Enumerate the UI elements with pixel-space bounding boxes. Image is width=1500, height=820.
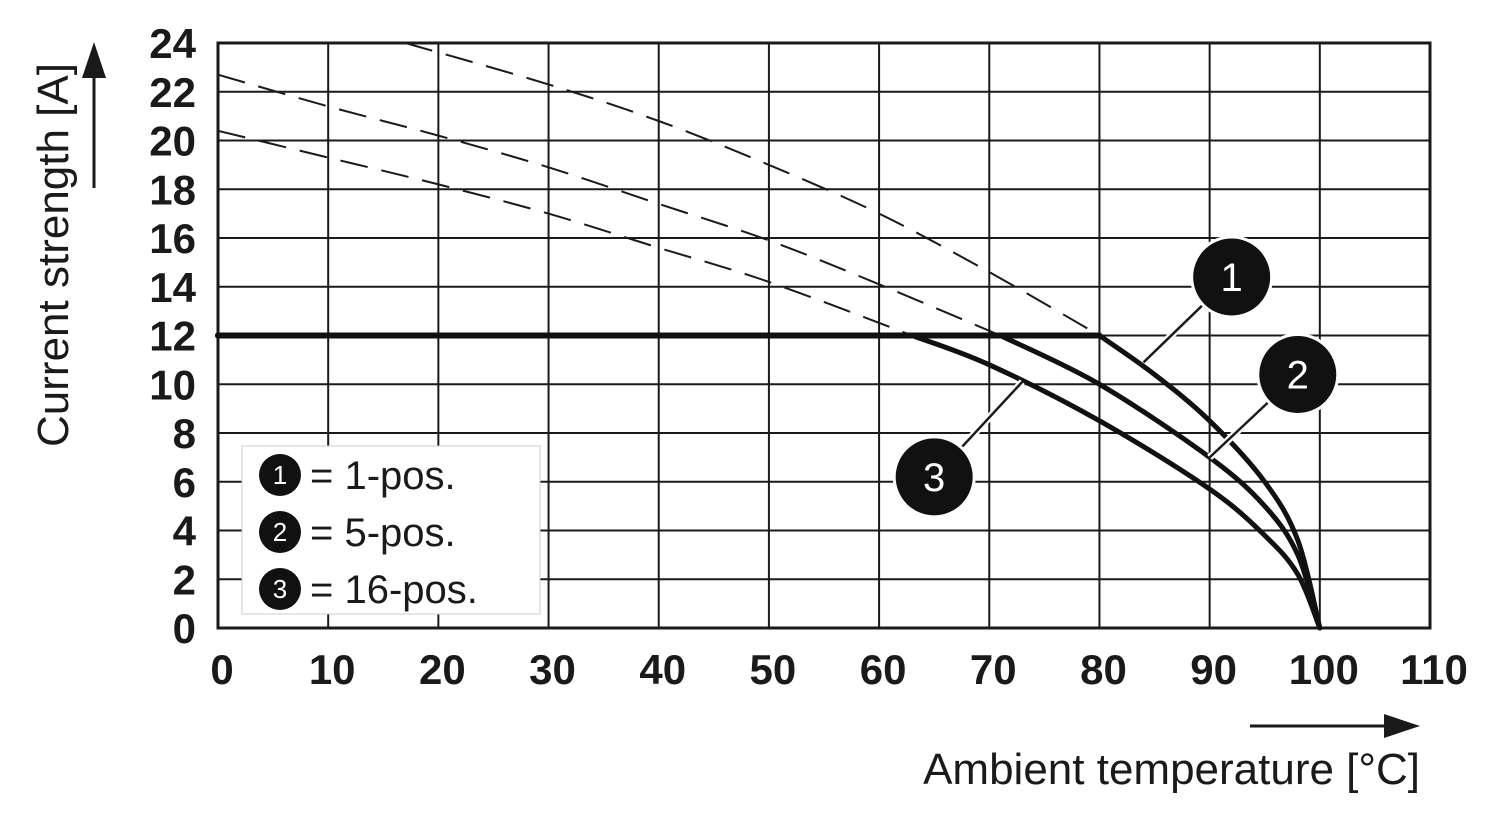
legend-entry-2: = 5-pos. (310, 511, 456, 555)
y-tick-label: 18 (149, 166, 196, 213)
x-tick-label: 20 (419, 646, 466, 693)
series-curve-2 (997, 333, 1323, 631)
x-tick-label: 70 (970, 646, 1017, 693)
series-curve-1 (1097, 333, 1323, 631)
legend-badge-3 (259, 568, 301, 610)
y-tick-label: 20 (149, 118, 196, 165)
x-tick-label: 90 (1190, 646, 1237, 693)
legend-badge-label-1: 1 (273, 460, 287, 490)
annotation-leader-1 (1142, 303, 1204, 364)
x-tick-label: 110 (1400, 646, 1468, 693)
annotation-badge-label-3: 3 (923, 456, 945, 500)
annotation-badge-2 (1256, 333, 1340, 416)
x-tick-label: 0 (210, 646, 233, 693)
x-tick-label: 60 (860, 646, 907, 693)
x-tick-label: 100 (1289, 646, 1359, 693)
dashed-extension-1 (405, 42, 1100, 337)
y-tick-label: 2 (173, 556, 196, 603)
y-tick-label: 10 (149, 361, 196, 408)
annotation-badge-label-2: 2 (1287, 354, 1309, 398)
y-tick-label: 0 (173, 605, 196, 652)
x-axis-arrow-head (1384, 714, 1420, 738)
y-tick-label: 8 (173, 410, 196, 457)
legend-entry-3: = 16-pos. (310, 568, 478, 612)
y-tick-label: 16 (149, 215, 196, 262)
y-axis-label: Current strength [A] (29, 63, 78, 447)
y-tick-label: 24 (149, 20, 196, 67)
y-tick-label: 22 (149, 69, 196, 116)
x-tick-label: 80 (1080, 646, 1127, 693)
y-tick-label: 4 (173, 508, 197, 555)
legend-badge-label-2: 2 (273, 517, 287, 547)
annotation-badge-1 (1190, 235, 1274, 319)
x-tick-labels: 0 10 20 30 40 50 60 70 80 90 100 110 (210, 646, 1468, 693)
legend-badge-2 (259, 511, 301, 553)
x-tick-label: 40 (639, 646, 686, 693)
annotation-leader-2 (1208, 400, 1270, 459)
grid (216, 41, 1432, 630)
dashed-extension-3 (217, 129, 913, 337)
y-tick-label: 12 (149, 313, 196, 360)
legend-badge-label-3: 3 (273, 574, 287, 604)
x-axis-title: Ambient temperature [°C] (923, 714, 1420, 794)
y-tick-label: 6 (173, 459, 196, 506)
legend: 1 = 1-pos. 2 = 5-pos. 3 = 16-pos. (241, 445, 541, 615)
y-axis-title: Current strength [A] (29, 42, 106, 447)
x-tick-label: 30 (529, 646, 576, 693)
annotation-badge-label-1: 1 (1221, 256, 1243, 300)
dashed-extension-2 (217, 73, 1001, 337)
y-axis-arrow-head (82, 42, 106, 78)
legend-entry-1: = 1-pos. (310, 454, 456, 498)
x-tick-label: 50 (750, 646, 797, 693)
annotation-badge-3 (892, 435, 976, 519)
dashed-extensions (217, 42, 1100, 337)
series-annotations: 1 2 3 (892, 235, 1340, 519)
annotation-leader-3 (960, 380, 1024, 449)
series-curves (215, 332, 1323, 631)
series-curve-3 (909, 333, 1323, 631)
legend-badge-1 (259, 454, 301, 496)
x-tick-label: 10 (309, 646, 356, 693)
x-axis-label: Ambient temperature [°C] (923, 745, 1420, 794)
y-tick-label: 14 (149, 264, 196, 311)
